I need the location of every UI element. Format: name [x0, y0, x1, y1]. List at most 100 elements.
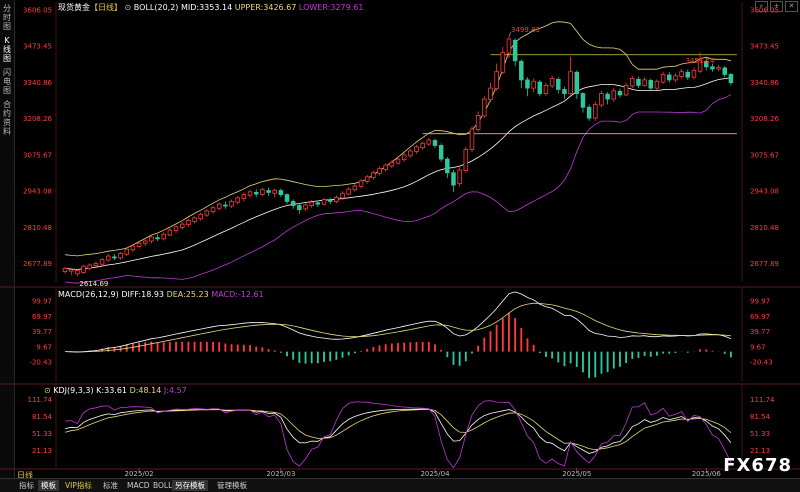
candle-body [525, 79, 530, 89]
boll-label: BOLL(20,2) [133, 3, 179, 12]
candle-body [235, 197, 240, 203]
candle-body [290, 201, 296, 206]
side-tab-kline[interactable]: K线图 [3, 36, 11, 63]
candle-body [253, 192, 259, 195]
candle-body [636, 78, 641, 86]
candle-body [395, 158, 401, 164]
candle-body [278, 190, 284, 196]
candle-body [216, 203, 222, 209]
macd-dea-line [65, 302, 731, 353]
kdj-tick-right: 111.74 [750, 396, 775, 404]
chart-canvas[interactable]: 3606.05 3606.05 3473.45 3473.45 3340.86 3340.… [0, 0, 800, 478]
candle-body [543, 84, 549, 94]
candle-body [617, 90, 623, 96]
macd-diff-line [65, 291, 732, 353]
candle-body [309, 201, 314, 206]
month-label: 2025/04 [420, 470, 450, 478]
month-label: 2025/03 [266, 470, 295, 478]
settings-icon[interactable]: ⊙ [124, 3, 132, 12]
candle-body [167, 229, 173, 236]
candle-body [568, 71, 573, 94]
kdj-tick-left: 21.13 [32, 447, 52, 455]
bottom-tab-indicator[interactable]: 指标 [19, 481, 34, 490]
candle-body [186, 220, 191, 226]
kdj-tick-right: 51.33 [750, 430, 770, 438]
candle-body [241, 194, 247, 200]
bottom-tab-save-template[interactable]: 另存模板 [172, 480, 208, 491]
candle-body [327, 199, 333, 202]
candle-body [445, 158, 450, 174]
kdj-tick-right: 81.54 [750, 413, 771, 421]
period-badge[interactable]: 日线 [17, 471, 33, 480]
kdj-info-line: ⊙ KDJ(9,3,3) K:33.61 D:48.14 J:4.57 [44, 386, 187, 395]
candle-body [531, 80, 536, 89]
period-label[interactable]: 【日线】 [90, 3, 122, 12]
bottom-tab-vip-indicator[interactable]: VIP指标 [65, 481, 92, 490]
candle-body [284, 194, 290, 202]
side-tab-timeshare[interactable]: 分时图 [3, 4, 11, 31]
candle-body [728, 74, 734, 84]
macd-tick-right: 9.67 [750, 343, 766, 351]
candle-body [81, 265, 86, 273]
candle-body [383, 164, 388, 170]
side-tab-contract-info[interactable]: 合约资料 [3, 100, 11, 136]
kdj-settings-icon[interactable]: ⊙ [44, 386, 51, 395]
candle-body [605, 93, 610, 100]
candle-body [315, 202, 321, 205]
candle-body [482, 98, 487, 117]
candle-body [506, 38, 512, 54]
bottom-tab-standard[interactable]: 标准 [103, 481, 118, 490]
annotation-low-1: 2614.69 [79, 280, 108, 288]
candle-body [352, 185, 358, 191]
candle-body [223, 204, 228, 207]
instrument-name: 现货黄金 [58, 3, 90, 12]
bottom-tab-manage-template[interactable]: 管理模板 [217, 481, 247, 490]
candle-body [426, 139, 432, 145]
candle-body [99, 259, 105, 265]
candle-body [358, 180, 364, 187]
candle-body [389, 161, 395, 167]
bottom-tab-template[interactable]: 模板 [38, 480, 59, 491]
candle-body [704, 60, 709, 68]
candle-body [716, 67, 721, 70]
zoom-icon[interactable]: + [770, 1, 783, 12]
macd-tick-right: -20.43 [750, 358, 773, 366]
candle-body [136, 242, 142, 247]
bottom-tab-boll[interactable]: BOLL [153, 481, 173, 490]
candle-body [198, 213, 203, 220]
candle-body [722, 67, 728, 75]
candle-body [321, 199, 327, 205]
candle-body [87, 264, 92, 269]
candle-body [457, 169, 462, 185]
kdj-tick-left: 51.33 [32, 430, 52, 438]
candle-body [118, 252, 123, 259]
bottom-toolbar: 指标 模板 VIP指标 标准 MACD BOLL 另存模板 管理模板 [0, 478, 800, 492]
price-tick-right: 3473.45 [750, 43, 779, 51]
candle-body [272, 189, 277, 194]
candle-body [204, 210, 210, 216]
month-label: 2025/05 [562, 470, 591, 478]
candle-body [697, 60, 703, 72]
price-tick-right: 2677.89 [750, 260, 779, 268]
search-icon[interactable]: ⌕ [755, 1, 768, 12]
watermark-logo: FX678 [723, 455, 792, 476]
candle-body [556, 78, 561, 90]
price-tick-right: 2943.08 [750, 188, 779, 196]
candle-body [161, 233, 166, 240]
macd-dea: DEA:25.23 [166, 290, 209, 299]
price-tick-left: 3606.05 [23, 6, 52, 14]
candle-body [297, 205, 302, 211]
candle-body [260, 189, 265, 196]
candle-body [112, 256, 117, 259]
candle-body [266, 190, 271, 193]
macd-tick-left: 99.97 [32, 298, 52, 306]
price-tick-right: 3208.26 [750, 115, 779, 123]
side-tab-lightning[interactable]: 闪电图 [3, 68, 11, 95]
month-label: 2025/06 [692, 470, 722, 478]
close-icon[interactable]: ✕ [785, 1, 798, 12]
kdj-tick-left: 111.74 [28, 396, 53, 404]
candle-body [451, 172, 456, 186]
candle-body [512, 39, 518, 62]
window-toolbar: ⌕ + ✕ [753, 1, 798, 12]
bottom-tab-macd[interactable]: MACD [127, 481, 150, 490]
